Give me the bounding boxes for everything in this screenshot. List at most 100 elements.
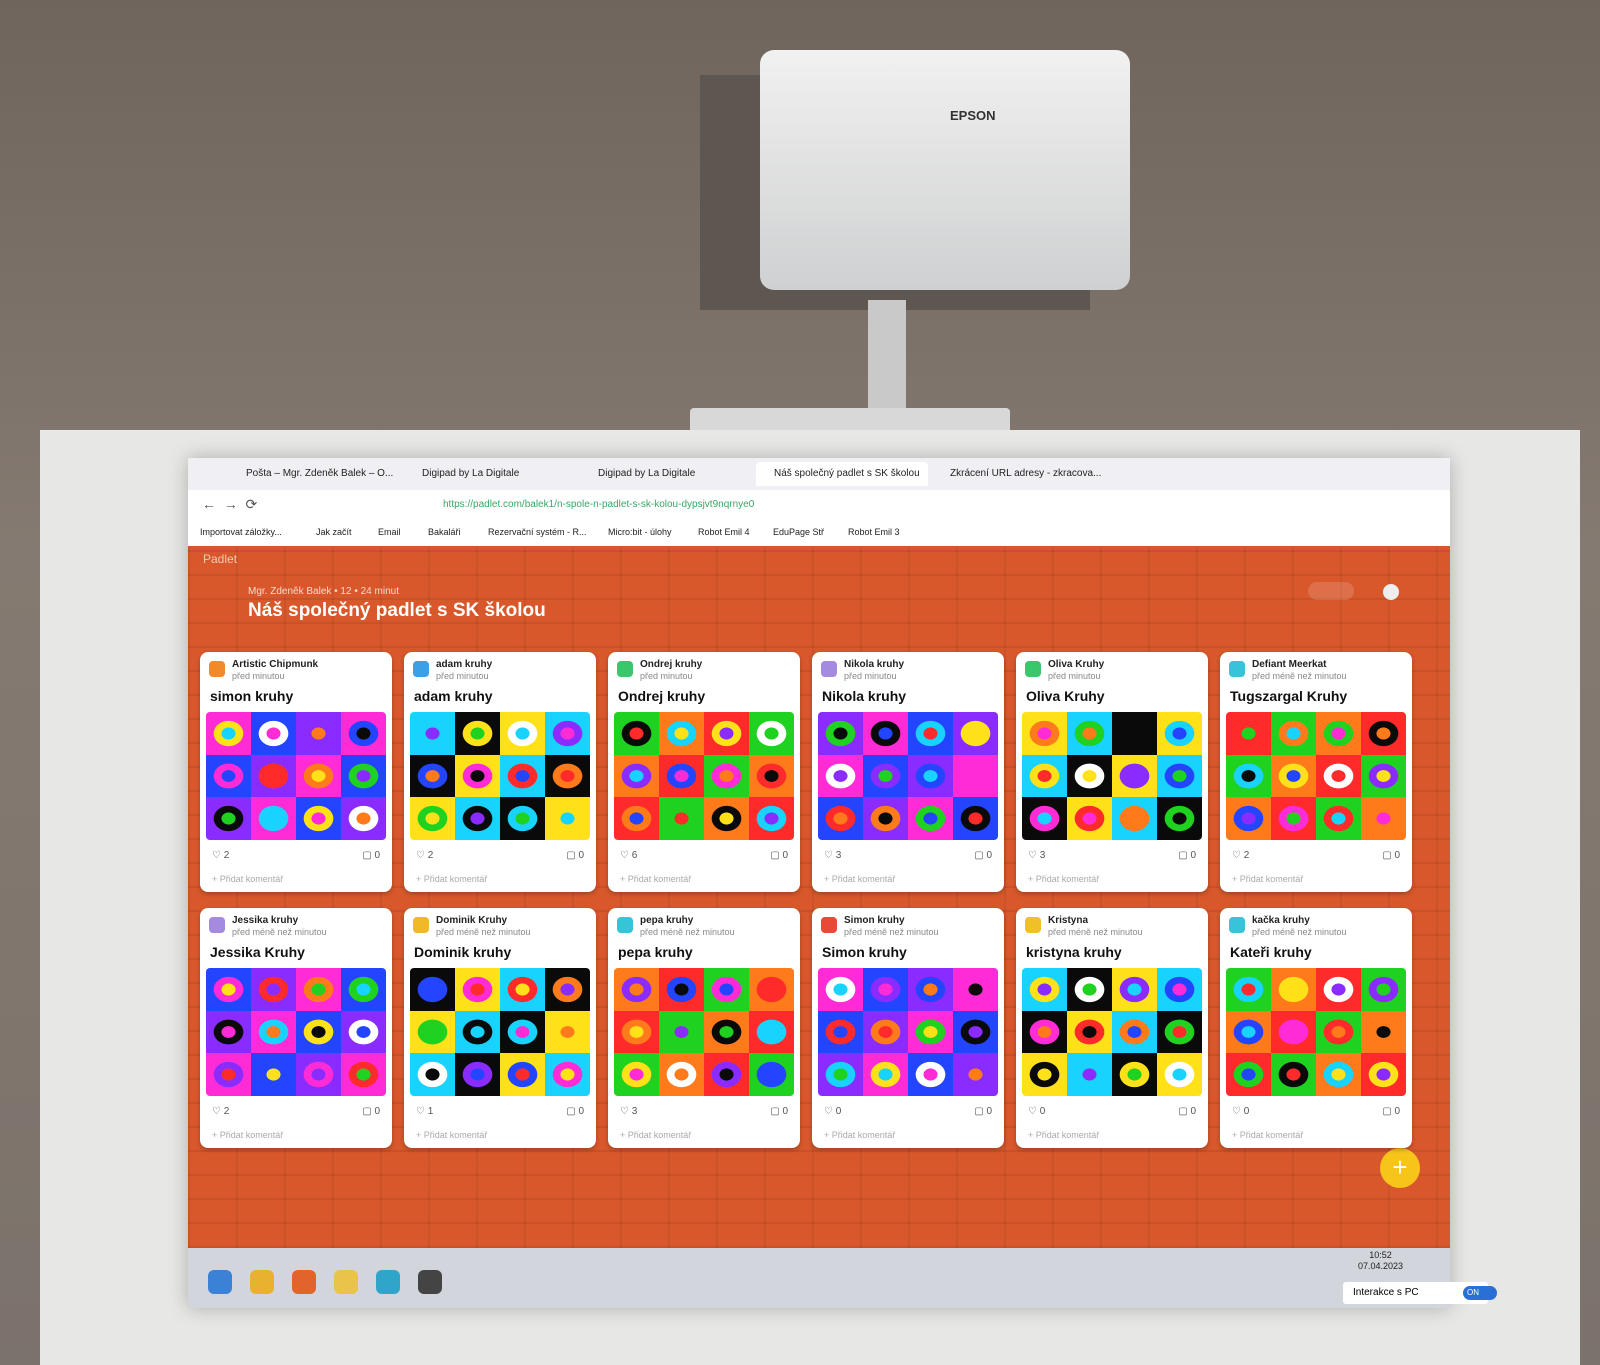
- likes[interactable]: ♡ 3: [620, 1106, 638, 1117]
- bookmark[interactable]: Rezervační systém - R...: [488, 527, 587, 537]
- avatar: [821, 661, 837, 677]
- chrome[interactable]: [250, 1270, 274, 1294]
- art-cell: [206, 1053, 251, 1096]
- add-comment-label: Přidat komentář: [831, 1130, 896, 1140]
- post-title: adam kruhy: [414, 688, 493, 704]
- comments[interactable]: ▢ 0: [974, 1106, 992, 1117]
- add-comment[interactable]: + Přidat komentář: [620, 1130, 692, 1140]
- add-comment[interactable]: + Přidat komentář: [212, 874, 284, 884]
- post-card[interactable]: Simon kruhy před méně než minutou Simon kr…: [812, 908, 1004, 1148]
- tab[interactable]: Zkrácení URL adresy - zkracova...: [950, 468, 1102, 479]
- likes[interactable]: ♡ 0: [1028, 1106, 1046, 1117]
- tab[interactable]: Náš společný padlet s SK školou: [756, 462, 928, 486]
- bookmark[interactable]: Jak začít: [316, 527, 352, 537]
- add-post[interactable]: +: [1380, 1148, 1420, 1188]
- toggle[interactable]: ON: [1463, 1286, 1497, 1300]
- app[interactable]: [418, 1270, 442, 1294]
- post-card[interactable]: Artistic Chipmunk před minutou simon kruhy…: [200, 652, 392, 892]
- add-comment[interactable]: + Přidat komentář: [416, 1130, 488, 1140]
- tab[interactable]: Digipad by La Digitale: [422, 468, 520, 479]
- edge[interactable]: [376, 1270, 400, 1294]
- comments[interactable]: ▢ 0: [974, 850, 992, 861]
- likes[interactable]: ♡ 3: [1028, 850, 1046, 861]
- post-card[interactable]: Oliva Kruhy před minutou Oliva Kruhy ♡ 3 ▢ 0…: [1016, 652, 1208, 892]
- art-cell: [296, 712, 341, 755]
- likes[interactable]: ♡ 6: [620, 850, 638, 861]
- add-comment[interactable]: + Přidat komentář: [416, 874, 488, 884]
- bookmark[interactable]: Robot Emil 3: [848, 527, 900, 537]
- comments[interactable]: ▢ 0: [566, 850, 584, 861]
- start[interactable]: [208, 1270, 232, 1294]
- comments[interactable]: ▢ 0: [1382, 1106, 1400, 1117]
- likes[interactable]: ♡ 0: [824, 1106, 842, 1117]
- bookmark[interactable]: Robot Emil 4: [698, 527, 750, 537]
- likes[interactable]: ♡ 2: [212, 850, 230, 861]
- like-count: 3: [631, 1106, 638, 1117]
- art-cell: [1361, 1010, 1406, 1054]
- art-cell: [455, 1010, 500, 1054]
- art-cell: [1271, 797, 1316, 840]
- post-card[interactable]: adam kruhy před minutou adam kruhy ♡ 2 ▢ 0 + …: [404, 652, 596, 892]
- add-comment[interactable]: + Přidat komentář: [1232, 1130, 1304, 1140]
- art-cell: [410, 754, 455, 798]
- post-image: [1022, 712, 1202, 840]
- like-count: 0: [1039, 1106, 1046, 1117]
- url[interactable]: https://padlet.com/balek1/n-spole-n-padl…: [443, 499, 755, 510]
- bookmark[interactable]: Email: [378, 527, 401, 537]
- like-count: 2: [223, 850, 230, 861]
- padlet-title: Náš společný padlet s SK školou: [248, 600, 546, 621]
- bookmark[interactable]: Bakaláři: [428, 527, 461, 537]
- interaction-button[interactable]: Interakce s PC: [1343, 1282, 1488, 1304]
- tab[interactable]: Digipad by La Digitale: [598, 468, 696, 479]
- comments[interactable]: ▢ 0: [362, 1106, 380, 1117]
- nav-buttons[interactable]: ← → ⟳: [202, 496, 258, 512]
- add-comment[interactable]: + Přidat komentář: [1028, 1130, 1100, 1140]
- comments[interactable]: ▢ 0: [566, 1106, 584, 1117]
- post-card[interactable]: pepa kruhy před méně než minutou pepa kruh…: [608, 908, 800, 1148]
- avatar: [209, 661, 225, 677]
- comments[interactable]: ▢ 0: [770, 1106, 788, 1117]
- art-cell: [1316, 754, 1361, 798]
- comments[interactable]: ▢ 0: [1382, 850, 1400, 861]
- profile[interactable]: [1383, 584, 1399, 600]
- art-cell: [1157, 968, 1202, 1011]
- add-comment[interactable]: + Přidat komentář: [824, 874, 896, 884]
- likes[interactable]: ♡ 2: [212, 1106, 230, 1117]
- post-card[interactable]: Ondrej kruhy před minutou Ondrej kruhy ♡ 6 ▢…: [608, 652, 800, 892]
- add-comment[interactable]: + Přidat komentář: [1232, 874, 1304, 884]
- comments[interactable]: ▢ 0: [1178, 850, 1196, 861]
- likes[interactable]: ♡ 1: [416, 1106, 434, 1117]
- art-cell: [1112, 712, 1157, 755]
- comments[interactable]: ▢ 0: [770, 850, 788, 861]
- art-cell: [500, 712, 545, 755]
- likes[interactable]: ♡ 2: [1232, 850, 1250, 861]
- add-comment[interactable]: + Přidat komentář: [824, 1130, 896, 1140]
- post-card[interactable]: Kristyna před méně než minutou kristyna kr…: [1016, 908, 1208, 1148]
- comments[interactable]: ▢ 0: [362, 850, 380, 861]
- post-card[interactable]: Jessika kruhy před méně než minutou Jessik…: [200, 908, 392, 1148]
- art-cell: [500, 797, 545, 840]
- bookmark[interactable]: EduPage Stř: [773, 527, 825, 537]
- post-card[interactable]: kačka kruhy před méně než minutou Kateři k…: [1220, 908, 1412, 1148]
- post-card[interactable]: Dominik Kruhy před méně než minutou Domini…: [404, 908, 596, 1148]
- add-comment[interactable]: + Přidat komentář: [1028, 874, 1100, 884]
- post-card[interactable]: Defiant Meerkat před méně než minutou Tugs…: [1220, 652, 1412, 892]
- add-comment[interactable]: + Přidat komentář: [620, 874, 692, 884]
- likes[interactable]: ♡ 3: [824, 850, 842, 861]
- bookmark[interactable]: Micro:bit - úlohy: [608, 527, 672, 537]
- search[interactable]: [1308, 582, 1354, 600]
- likes[interactable]: ♡ 2: [416, 850, 434, 861]
- art-cell: [1067, 754, 1112, 798]
- post-author: Simon kruhy: [844, 915, 905, 926]
- art-cell: [1112, 1010, 1157, 1054]
- comments[interactable]: ▢ 0: [1178, 1106, 1196, 1117]
- likes[interactable]: ♡ 0: [1232, 1106, 1250, 1117]
- add-comment[interactable]: + Přidat komentář: [212, 1130, 284, 1140]
- post-card[interactable]: Nikola kruhy před minutou Nikola kruhy ♡ 3 ▢…: [812, 652, 1004, 892]
- bookmark[interactable]: Importovat záložky...: [200, 527, 282, 537]
- date: 07.04.2023: [1358, 1261, 1404, 1271]
- tab[interactable]: Pošta – Mgr. Zdeněk Balek – O...: [246, 468, 394, 479]
- firefox[interactable]: [292, 1270, 316, 1294]
- explorer[interactable]: [334, 1270, 358, 1294]
- art-cell: [863, 1053, 908, 1096]
